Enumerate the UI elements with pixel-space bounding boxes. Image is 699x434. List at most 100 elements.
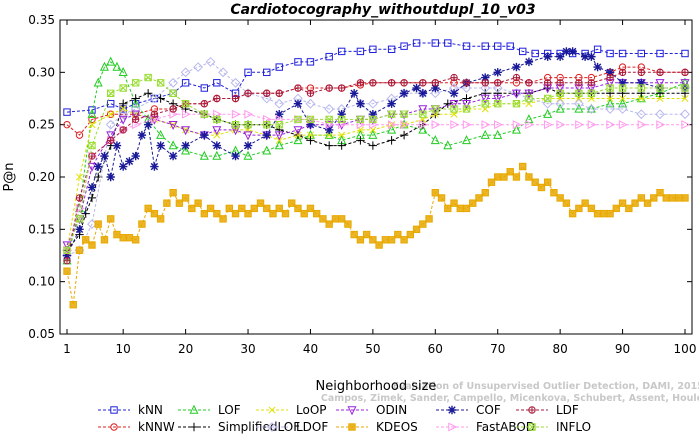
data-point [106, 131, 116, 141]
data-point [450, 73, 458, 82]
data-point [543, 178, 552, 186]
data-point [655, 79, 665, 89]
data-point [668, 194, 677, 202]
data-point [356, 136, 365, 145]
data-point [181, 126, 191, 136]
data-point [181, 100, 190, 108]
data-point [555, 103, 565, 113]
data-point [543, 79, 552, 87]
data-point [344, 220, 352, 228]
data-point [656, 68, 664, 76]
data-point [348, 423, 356, 431]
data-point [675, 194, 683, 202]
data-point [481, 189, 489, 197]
data-point [606, 84, 614, 92]
data-point [106, 100, 115, 108]
data-point [456, 204, 464, 213]
data-point [419, 220, 427, 228]
data-point [218, 67, 228, 78]
data-point [62, 251, 72, 260]
data-point [267, 422, 277, 432]
data-point [281, 209, 290, 218]
data-point [500, 173, 508, 181]
data-point [231, 209, 240, 218]
series-cof [62, 47, 690, 260]
data-point [524, 57, 534, 67]
y-tick-label: 0.05 [28, 327, 55, 341]
data-point [305, 98, 316, 109]
legend-item-kdeos: KDEOS [336, 420, 418, 434]
data-point [144, 204, 152, 213]
data-point [337, 84, 346, 92]
data-point [394, 230, 402, 239]
data-point [450, 120, 460, 130]
data-point [586, 103, 596, 113]
data-point [656, 94, 664, 103]
data-point [325, 115, 333, 124]
data-point [156, 94, 165, 103]
data-point [462, 135, 472, 145]
x-axis-label: Neighborhood size [316, 379, 437, 394]
data-point [637, 84, 646, 92]
data-point [144, 73, 152, 82]
x-tick-label: 70 [490, 342, 505, 356]
data-point [94, 162, 103, 171]
data-point [75, 194, 84, 202]
data-point [274, 98, 285, 109]
data-point [681, 94, 689, 103]
data-point [518, 162, 527, 171]
data-point [110, 406, 118, 414]
data-point [312, 209, 321, 218]
data-point [481, 73, 490, 82]
data-point [419, 110, 427, 118]
data-point [306, 131, 315, 139]
legend: kNN kNNW LOF SimplifiedLOF LoOP LDOF ODIN KDEOS… [98, 403, 591, 434]
x-tick-label: 80 [553, 342, 568, 356]
data-point [493, 68, 502, 77]
data-point [637, 194, 646, 202]
data-point [337, 110, 346, 119]
data-point [75, 203, 85, 213]
data-point [168, 120, 178, 130]
data-point [618, 98, 628, 108]
data-point [250, 204, 258, 213]
data-point [480, 94, 490, 104]
data-point [88, 141, 96, 150]
data-point [418, 105, 428, 115]
x-tick-label: 40 [303, 342, 318, 356]
data-point [637, 94, 645, 103]
data-point [430, 88, 441, 99]
series-kdeos [63, 162, 689, 309]
data-point [387, 124, 397, 134]
series-line [66, 77, 685, 251]
data-point [587, 204, 596, 213]
data-point [362, 230, 371, 239]
data-point [461, 83, 472, 93]
data-point [87, 183, 97, 192]
data-point [556, 79, 564, 87]
data-point [193, 62, 203, 73]
data-point [244, 109, 254, 119]
data-point [399, 130, 409, 140]
data-point [656, 49, 664, 58]
data-point [637, 49, 646, 58]
data-point [625, 204, 633, 213]
data-point [131, 236, 140, 244]
data-point [443, 99, 452, 108]
data-point [268, 406, 276, 414]
data-point [493, 129, 503, 139]
data-point [306, 136, 315, 145]
data-point [181, 141, 190, 150]
data-point [168, 140, 178, 150]
series-ldof [62, 56, 690, 261]
data-point [606, 73, 614, 82]
data-point [275, 120, 283, 129]
data-point [181, 109, 191, 119]
series-inflo [63, 73, 689, 254]
data-point [531, 49, 539, 58]
data-point [212, 141, 222, 150]
data-point [605, 68, 615, 77]
x-tick-label: 50 [365, 342, 380, 356]
data-point [600, 209, 608, 218]
data-point [606, 94, 614, 103]
